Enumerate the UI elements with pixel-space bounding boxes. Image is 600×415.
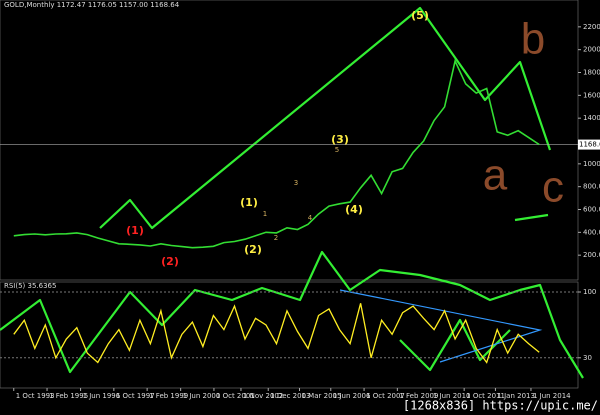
wave-label: b (521, 15, 545, 64)
x-tick-label: 1 Oct 2007 (366, 392, 405, 400)
x-tick-label: 1 Jun 2006 (333, 392, 371, 400)
x-tick-label: 1 Feb 2009 (399, 392, 438, 400)
wave-label: (2) (161, 255, 179, 268)
wave-label: (2) (244, 243, 262, 256)
wave-label: 3 (294, 179, 298, 187)
price-title: GOLD,Monthly 1172.47 1176.05 1157.00 116… (4, 1, 180, 9)
x-tick-label: 1 Jun 2000 (183, 392, 221, 400)
y-tick-label: 2200.00 (583, 23, 600, 31)
x-tick-label: 1 Feb 1999 (149, 392, 188, 400)
watermark: [1268x836] https://upic.me/ (403, 399, 598, 413)
trend-lines (339, 289, 543, 363)
y-tick-label: 2000.00 (583, 46, 600, 54)
x-tick-label: 1 Oct 2011 (466, 392, 505, 400)
wave-label: 2 (274, 234, 278, 242)
wave-label: a (483, 151, 508, 200)
rsi-title: RSI(5) 35.6365 (4, 282, 56, 290)
wave-label: (3) (331, 133, 349, 146)
current-price-box (578, 139, 600, 150)
rsi-panel (0, 281, 579, 389)
y-tick-label: 1400.00 (583, 114, 600, 122)
series-line (13, 58, 540, 249)
wave-label: (1) (126, 224, 144, 237)
x-tick-label: 1 Jun 1996 (83, 392, 121, 400)
y-tick-label: 800.00 (583, 183, 600, 191)
wave-label: (5) (411, 9, 429, 22)
x-tick-label: 1 Dec 2003 (270, 392, 310, 400)
price-panel (0, 0, 579, 281)
x-tick-label: 1 Nov 2002 (243, 392, 283, 400)
x-tick-label: 1 Oct 2001 (216, 392, 255, 400)
wave-label: (4) (345, 203, 363, 216)
x-tick-label: 1 Jun 2014 (533, 392, 571, 400)
current-price-label: 1168.64 (579, 141, 600, 149)
x-tick-label: 1 Feb 1995 (49, 392, 88, 400)
y-tick-label: 200.00 (583, 251, 600, 259)
wave-label: 5 (335, 146, 339, 154)
wave-label: 1 (263, 210, 267, 218)
series-line (13, 303, 540, 364)
wave-label: c (542, 163, 564, 212)
y-tick-label: 1800.00 (583, 69, 600, 77)
y-tick-label: 400.00 (583, 228, 600, 236)
x-tick-label: 1 Jun 2010 (433, 392, 471, 400)
x-tick-label: 1 Mar 2005 (302, 392, 342, 400)
x-tick-label: 1 Oct 1993 (16, 392, 55, 400)
wave-label: 4 (308, 214, 313, 222)
y-tick-label: 600.00 (583, 206, 600, 214)
x-tick-label: 1 Jan 2013 (497, 392, 535, 400)
y-tick-label: 1000.00 (583, 160, 600, 168)
wave-label: (1) (240, 196, 258, 209)
y-tick-label: 30 (583, 354, 592, 362)
y-tick-label: 1600.00 (583, 91, 600, 99)
x-tick-label: 1 Oct 1997 (116, 392, 155, 400)
y-tick-label: 100 (583, 288, 596, 296)
